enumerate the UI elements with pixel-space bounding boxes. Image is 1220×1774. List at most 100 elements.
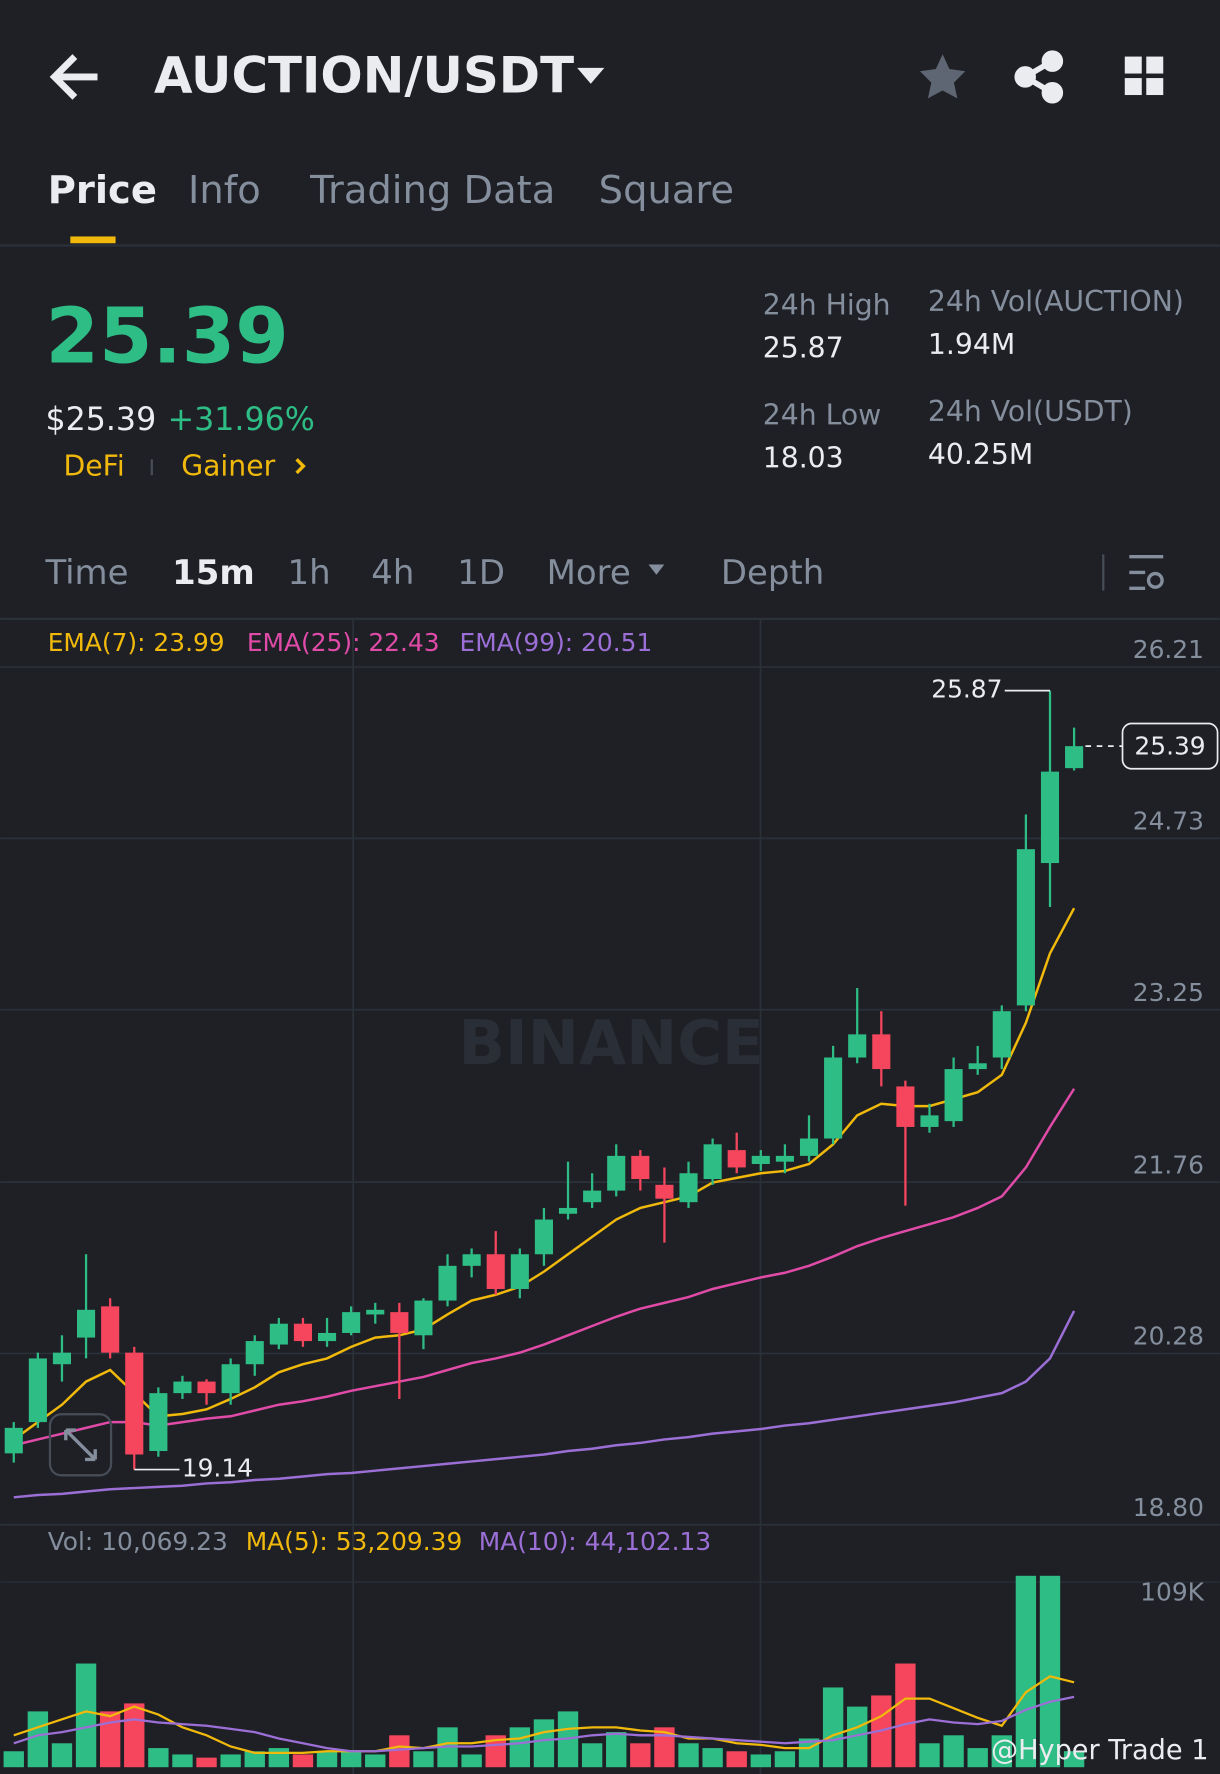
tab[interactable]: Info [188, 168, 261, 213]
y-tick-label: 23.25 [1133, 978, 1204, 1007]
grid-icon[interactable] [1124, 56, 1164, 96]
candle-body [751, 1155, 770, 1164]
share-icon[interactable] [1014, 50, 1064, 104]
volume-bar [51, 1743, 73, 1768]
tag[interactable]: Gainer [181, 449, 275, 482]
pair-dropdown[interactable] [577, 67, 605, 84]
back-button[interactable] [49, 54, 98, 100]
volume-bar [461, 1754, 482, 1768]
candle-body [655, 1184, 674, 1199]
candle-body [390, 1312, 409, 1333]
y-tick-label: 21.76 [1133, 1150, 1204, 1179]
volume-bar [509, 1727, 531, 1768]
usd-price: $25.39 [45, 402, 156, 438]
pair-title[interactable]: AUCTION/USDT [154, 47, 574, 105]
ema-line [13, 1088, 1076, 1447]
candle-body [944, 1069, 963, 1122]
volume-legend: MA(10): 44,102.13 [479, 1527, 711, 1556]
candle-body [486, 1254, 505, 1289]
volume-bar [630, 1743, 651, 1768]
candle-body [968, 1063, 987, 1070]
volume-ma-line [13, 1695, 1075, 1753]
volume-bar [1039, 1575, 1061, 1768]
candle-body [558, 1207, 578, 1214]
volume-legend: Vol: 10,069.23 [48, 1527, 228, 1556]
candle-body [366, 1309, 385, 1315]
candle-body [896, 1086, 915, 1127]
interval[interactable]: Depth [721, 553, 824, 593]
high-marker-label: 25.87 [931, 675, 1002, 704]
candle-body [1040, 771, 1060, 864]
candle-body [438, 1265, 457, 1301]
interval[interactable]: 1D [457, 553, 505, 593]
stat-label: 24h Vol(USDT) [928, 395, 1133, 428]
candle-body [293, 1323, 312, 1342]
volume-bar [822, 1687, 844, 1768]
candle-body [173, 1381, 192, 1394]
volume-bar [726, 1751, 747, 1768]
volume-bar [389, 1735, 410, 1768]
volume-bar [702, 1748, 723, 1768]
tab[interactable]: Square [599, 168, 734, 213]
volume-bar [292, 1754, 314, 1768]
volume-legend: MA(5): 53,209.39 [246, 1527, 463, 1556]
candle-body [607, 1155, 626, 1191]
volume-bar [316, 1751, 338, 1768]
fullscreen-button[interactable] [48, 1413, 113, 1477]
candle-body [342, 1312, 361, 1333]
volume-bar [750, 1754, 771, 1768]
stat-value: 18.03 [763, 441, 844, 474]
stat-value: 25.87 [763, 332, 844, 365]
candle-body [703, 1144, 722, 1180]
volume-bar [365, 1754, 386, 1768]
tab[interactable]: Trading Data [309, 168, 555, 213]
credit: @Hyper Trade 1 [991, 1735, 1209, 1766]
interval[interactable]: 4h [371, 553, 414, 593]
tag-chevron[interactable] [295, 458, 306, 475]
ema-line [13, 1310, 1076, 1499]
interval[interactable]: 1h [288, 553, 331, 593]
volume-ma-line [13, 1675, 1075, 1754]
candle-body [149, 1393, 168, 1452]
candle-body [101, 1306, 120, 1353]
legend-entry: EMA(7): 23.99 [48, 628, 225, 657]
legend-entry: EMA(99): 20.51 [460, 628, 653, 657]
candle-body [269, 1323, 288, 1345]
stat-label: 24h High [763, 289, 891, 322]
interval[interactable]: 15m [172, 553, 255, 593]
volume-bar [991, 1735, 1012, 1768]
settings-icon[interactable] [1129, 554, 1164, 591]
volume-bar [148, 1748, 169, 1768]
candle-body [4, 1427, 23, 1454]
candle-body [317, 1332, 337, 1342]
volume-bar [172, 1754, 193, 1768]
interval[interactable]: More [547, 553, 631, 593]
tab-indicator [70, 236, 116, 244]
stat-label: 24h Vol(AUCTION) [928, 285, 1184, 318]
volume-bar [340, 1751, 362, 1768]
volume-bar [967, 1748, 988, 1768]
watermark: BINANCE [458, 1008, 763, 1079]
stat-label: 24h Low [763, 398, 882, 431]
fullscreen-icon [64, 1428, 97, 1462]
candle-body [799, 1138, 819, 1156]
tag[interactable]: DeFi [64, 449, 125, 482]
candle-body [631, 1155, 650, 1180]
volume-bar [606, 1732, 627, 1768]
candle-body [872, 1034, 891, 1070]
price-change: +31.96% [168, 402, 315, 438]
candle-body [1065, 746, 1084, 769]
volume-bar [124, 1703, 145, 1768]
candle-body [824, 1057, 843, 1139]
volume-bar [533, 1719, 555, 1768]
y-tick-label: 26.21 [1133, 635, 1204, 664]
volume-bar [196, 1757, 217, 1768]
candle-body [679, 1173, 698, 1203]
volume-bar [654, 1727, 675, 1768]
tab[interactable]: Price [48, 168, 157, 213]
interval[interactable]: Time [44, 553, 128, 593]
more-dropdown[interactable] [648, 564, 665, 575]
favorite-icon[interactable] [919, 54, 966, 99]
